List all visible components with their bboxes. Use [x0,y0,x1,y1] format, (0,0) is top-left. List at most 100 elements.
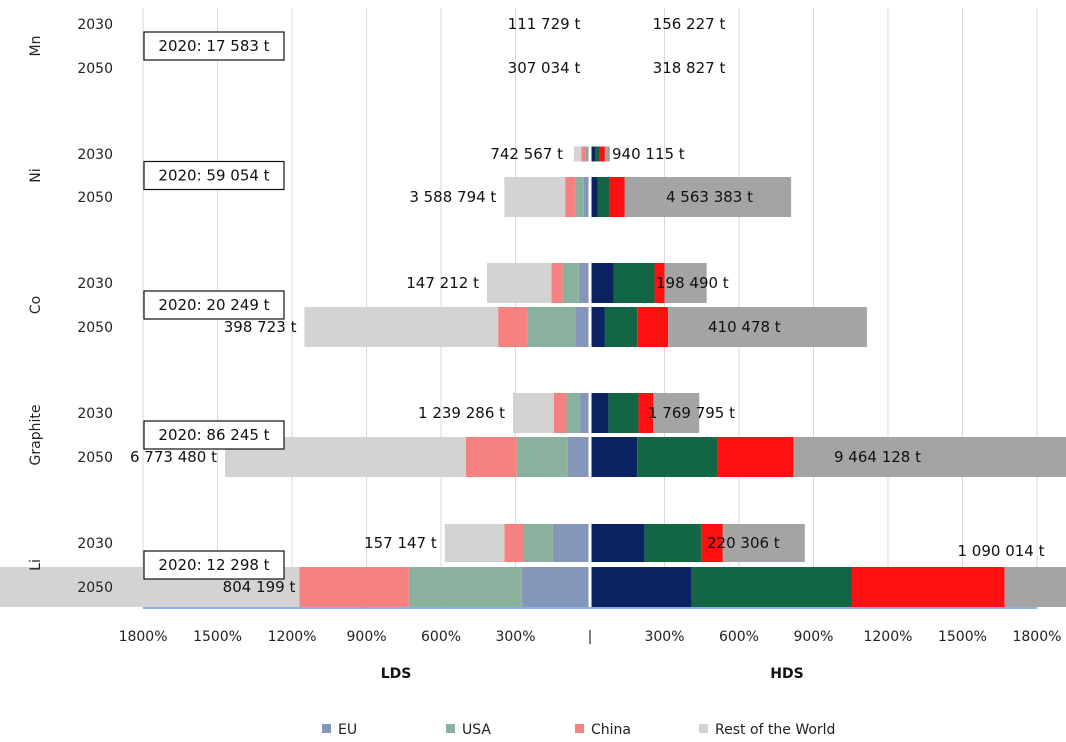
baseline-value: 2020: 17 583 t [158,37,269,55]
bar-hds-china [717,437,794,477]
right-axis-title: HDS [770,666,803,682]
bar-lds-usa [522,524,553,562]
hds-value-label: 4 563 383 t [666,188,753,206]
legend: EU USA China Rest of the World [322,722,835,738]
bar-hds-china [638,393,654,433]
bar-hds-eu [590,263,614,303]
year-label: 2050 [77,61,113,77]
bar-lds-rest-of-the-world [513,393,554,433]
legend-item: China [575,722,631,738]
bar-hds-rest-of-the-world [668,307,867,347]
legend-swatch [322,724,331,733]
baseline-box: 2020: 86 245 t [143,420,285,450]
x-tick-label: 900% [347,629,387,645]
bar-lds-usa [566,393,581,433]
x-tick-label: 1200% [268,629,317,645]
bar-lds-rest-of-the-world [486,263,552,303]
bar-lds-eu [583,177,590,217]
bar-hds-usa [691,567,852,607]
bar-hds-rest-of-the-world [793,437,1066,477]
baseline-value: 2020: 86 245 t [158,426,269,444]
hds-value-label: 198 490 t [656,274,729,292]
hds-value-label: 220 306 t [707,534,780,552]
baseline-box-frame [143,420,285,450]
bar-lds-eu [578,263,590,303]
bar-hds-rest-of-the-world [653,393,700,433]
year-label: 2050 [77,320,113,336]
bar-hds-rest-of-the-world [604,146,610,162]
year-label: 2030 [77,536,113,552]
bar-segments [0,130,1066,608]
bar-hds-eu [590,524,645,562]
bar-hds-eu [590,567,692,607]
year-label: 2030 [77,147,113,163]
bar-lds-eu [580,393,590,433]
bar-lds-usa [562,263,579,303]
lds-value-label: 157 147 t [364,534,437,552]
x-tick-label: 1500% [193,629,242,645]
bar-hds-china [637,307,669,347]
category-labels: Mn 2030 2050 Ni 2030 2050 Co 2030 2050 Graphite 20… [28,17,113,596]
bar-hds-eu [590,307,605,347]
bar-hds-eu [590,177,598,217]
bar-lds-china [465,437,517,477]
legend-label: USA [462,722,491,738]
bar-lds-eu [567,437,590,477]
bar-hds-china [654,263,665,303]
bar-lds-usa [516,437,568,477]
bar-lds-usa [575,177,584,217]
bar-lds-rest-of-the-world [444,524,505,562]
x-tick-label: 1500% [938,629,987,645]
bar-hds-eu [590,437,638,477]
bar-hds-china [851,567,1005,607]
hds-value-label: 156 227 t [653,15,726,33]
legend-label: Rest of the World [715,722,835,738]
bar-hds-china [701,524,723,562]
bar-lds-china [551,263,563,303]
bar-lds-rest-of-the-world [573,146,582,162]
bar-lds-usa [585,146,588,162]
hds-value-label: 940 115 t [612,145,685,163]
baseline-box-frame [143,31,285,61]
legend-swatch [446,724,455,733]
x-tick-label: 1800% [119,629,168,645]
x-tick-label: 600% [719,629,759,645]
bar-hds-rest-of-the-world [624,177,792,217]
legend-swatch [699,724,708,733]
baseline-box-frame [143,290,285,320]
x-tick-labels: 1800% 1500% 1200% 900% 600% 300% | 300% 600% 900%… [119,629,1062,645]
hds-value-label: 410 478 t [708,318,781,336]
baseline-box: 2020: 17 583 t [143,31,285,61]
bar-lds-eu [521,567,590,607]
bar-lds-rest-of-the-world [504,177,566,217]
baseline-box-frame [143,160,285,191]
bar-hds-china [609,177,625,217]
x-tick-label: 1800% [1012,629,1061,645]
baseline-box: 2020: 12 298 t [143,550,285,580]
legend-item: Rest of the World [699,722,835,738]
year-label: 2030 [77,17,113,33]
baseline-value: 2020: 20 249 t [158,296,269,314]
bar-hds-usa [613,263,655,303]
value-labels: 111 729 t 156 227 t 307 034 t 318 827 t 742 … [130,15,1045,596]
lds-value-label: 111 729 t [508,15,581,33]
bar-hds-usa [644,524,702,562]
baseline-box-frame [143,550,285,580]
material-label: Mn [28,36,44,57]
legend-item: EU [322,722,357,738]
baseline-box: 2020: 59 054 t [143,160,285,191]
bar-lds-rest-of-the-world [304,307,499,347]
lds-value-label: 1 239 286 t [418,404,505,422]
bar-lds-china [565,177,576,217]
lds-value-label: 147 212 t [406,274,479,292]
bar-lds-usa [527,307,576,347]
legend-label: China [591,722,631,738]
bar-hds-china [599,146,605,162]
baseline-value: 2020: 12 298 t [158,556,269,574]
bar-hds-usa [637,437,718,477]
hds-value-label: 9 464 128 t [834,448,921,466]
lds-value-label: 307 034 t [508,59,581,77]
material-label: Co [28,296,44,314]
x-tick-label: | [588,629,593,645]
